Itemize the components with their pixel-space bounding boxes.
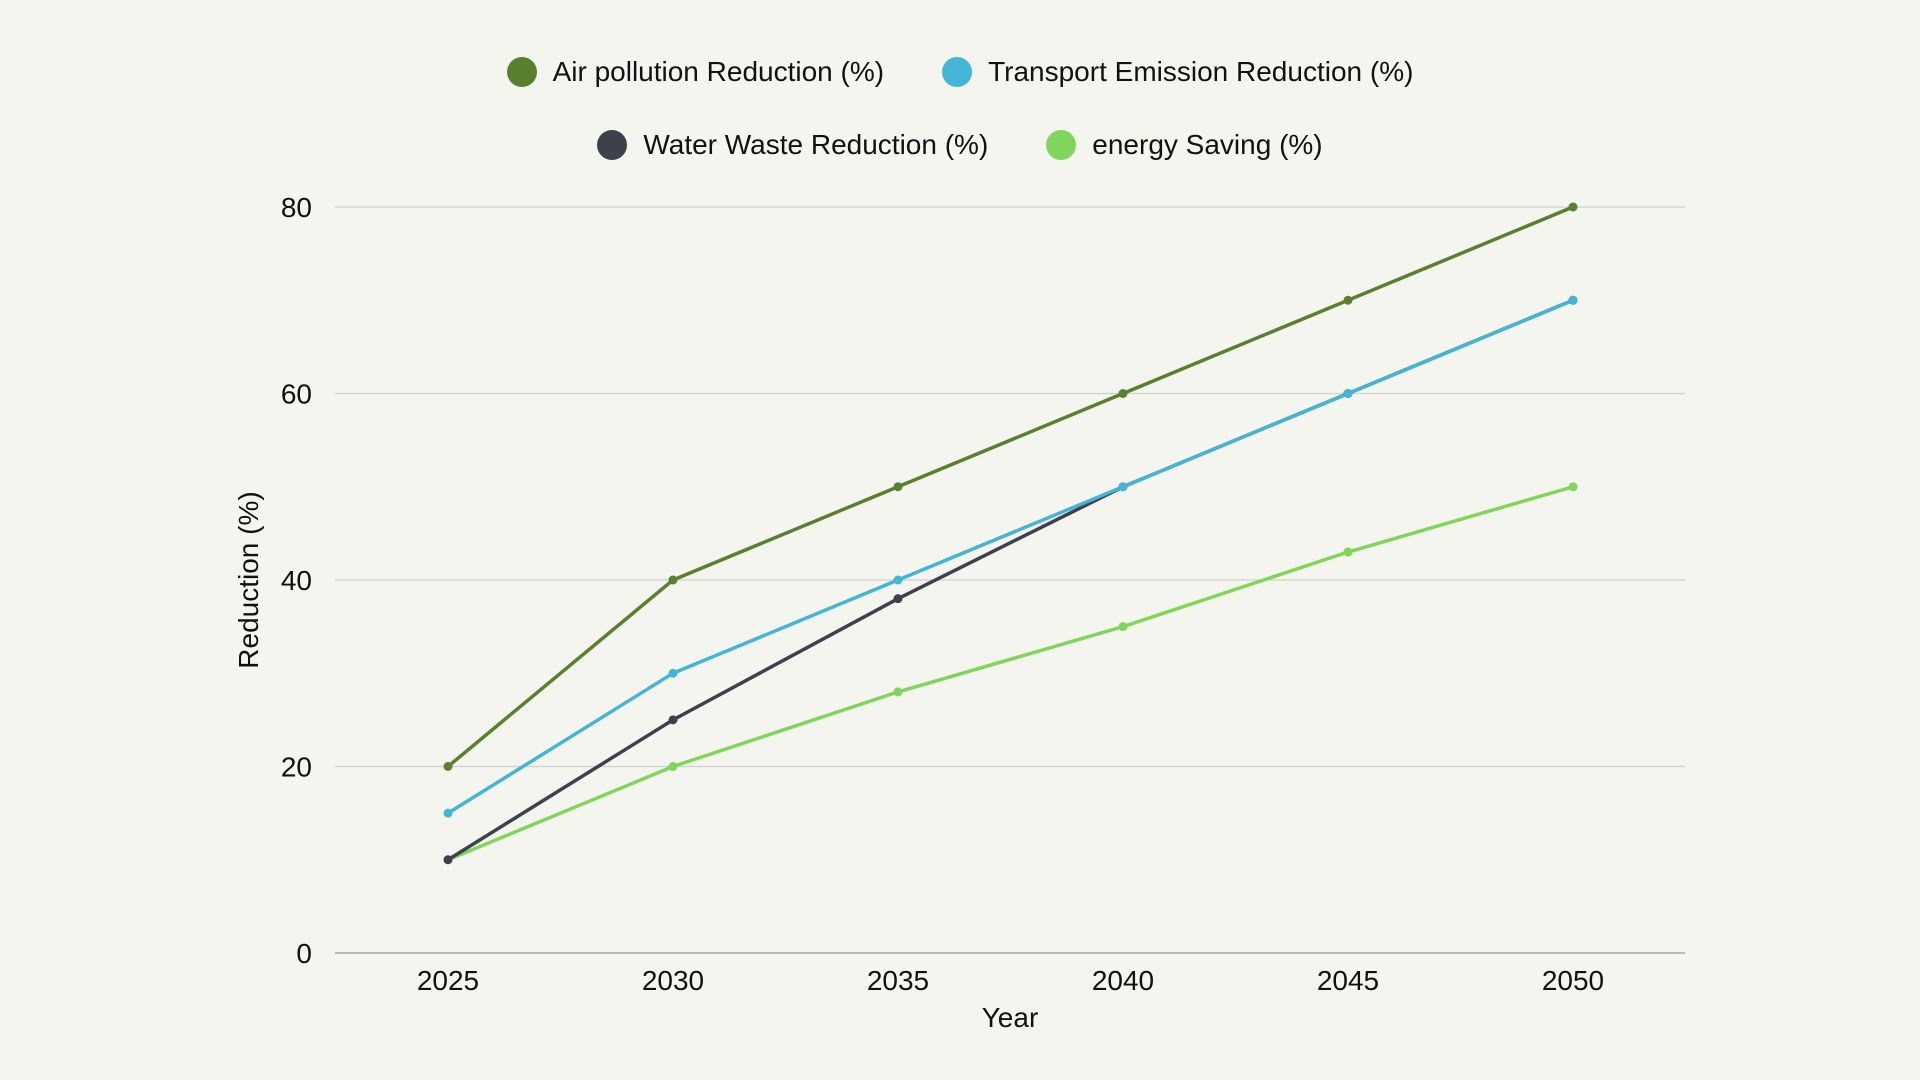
legend-marker-icon [942,57,973,87]
y-tick-label: 0 [296,938,312,969]
data-point[interactable] [893,575,903,585]
x-tick-label: 2045 [1317,965,1379,996]
data-point[interactable] [893,482,903,492]
data-points [443,202,1578,865]
series-line [446,205,1575,769]
data-point[interactable] [1568,295,1578,305]
data-point[interactable] [1343,389,1353,398]
data-point[interactable] [893,687,903,697]
gridlines [335,206,1685,768]
series-line [446,485,1575,862]
data-point[interactable] [1118,622,1128,632]
x-tick-label: 2030 [642,965,704,996]
data-point[interactable] [1343,295,1353,305]
data-point[interactable] [1568,482,1578,492]
legend-row-2: Water Waste Reduction (%) energy Saving … [597,125,1323,165]
x-axis-title: Year [982,1002,1039,1033]
legend-label: Transport Emission Reduction (%) [988,56,1414,87]
legend-item-water-waste[interactable]: Water Waste Reduction (%) [597,125,988,165]
x-tick-label: 2040 [1092,965,1154,996]
y-tick-label: 40 [281,565,312,596]
data-point[interactable] [668,715,678,725]
legend-marker-icon [597,130,628,160]
legend-label: Water Waste Reduction (%) [643,129,989,160]
data-point[interactable] [1343,547,1353,557]
data-point[interactable] [1118,482,1128,492]
y-axis-title: Reduction (%) [233,491,264,668]
data-point[interactable] [893,594,903,604]
data-point[interactable] [668,762,678,771]
data-point[interactable] [668,668,678,678]
series-line [446,298,1575,815]
x-tick-label: 2025 [417,965,479,996]
legend-item-transport-emission[interactable]: Transport Emission Reduction (%) [942,52,1413,92]
data-point[interactable] [443,855,453,865]
data-point[interactable] [668,575,678,585]
series-lines [446,205,1575,862]
data-point[interactable] [443,762,453,771]
x-tick-label: 2050 [1542,965,1604,996]
data-point[interactable] [443,808,453,818]
legend: Air pollution Reduction (%) Transport Em… [0,52,1920,165]
legend-row-1: Air pollution Reduction (%) Transport Em… [506,52,1413,92]
x-tick-label: 2035 [867,965,929,996]
y-tick-label: 20 [281,752,312,783]
legend-item-air-pollution[interactable]: Air pollution Reduction (%) [506,52,885,92]
legend-label: energy Saving (%) [1092,129,1323,160]
legend-label: Air pollution Reduction (%) [552,56,885,87]
data-point[interactable] [1118,389,1128,398]
y-tick-label: 60 [281,379,312,410]
legend-item-energy-saving[interactable]: energy Saving (%) [1046,125,1323,165]
legend-marker-icon [506,57,537,87]
legend-marker-icon [1046,130,1077,160]
y-tick-label: 80 [281,192,312,223]
data-point[interactable] [1568,202,1578,212]
